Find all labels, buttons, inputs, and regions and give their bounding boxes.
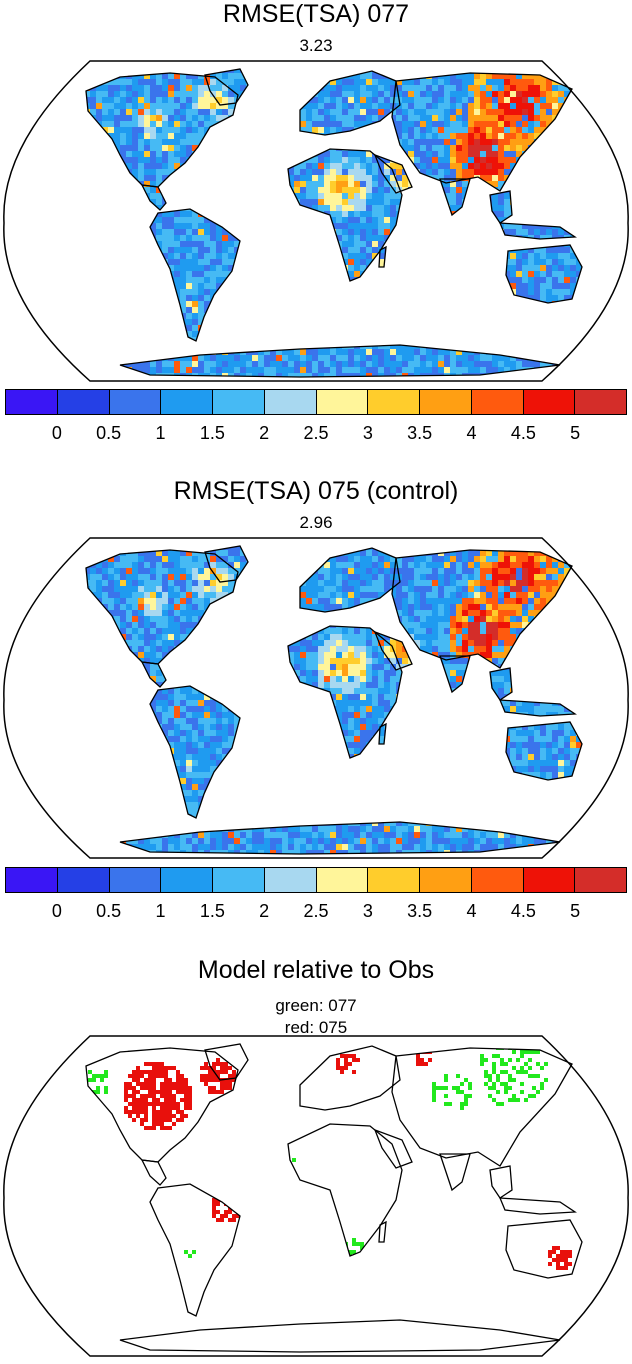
panel3-legend-red: red: 075 [284, 1018, 348, 1037]
map-rmse-077 [3, 60, 629, 382]
colorbar-swatch [368, 868, 420, 892]
colorbar-swatch [6, 868, 58, 892]
colorbar-swatch [420, 390, 472, 414]
colorbar-swatch [523, 868, 576, 892]
colorbar-tick-label: 2.5 [303, 901, 329, 921]
colorbar-swatch [161, 390, 213, 414]
colorbar-tick-label: 2 [259, 423, 270, 443]
colorbar-tick-label: 2.5 [303, 423, 329, 443]
colorbar-swatch [213, 868, 265, 892]
colorbar-tick-label: 3.5 [407, 423, 433, 443]
panel1-subtitle: 3.23 [299, 36, 333, 55]
colorbar-tick-label: 0 [51, 901, 62, 921]
colorbar-swatch [57, 390, 110, 414]
colorbar-swatch [316, 868, 369, 892]
colorbar-tick-label: 1 [155, 901, 166, 921]
colorbar-tick-label: 4.5 [510, 901, 536, 921]
panel3-legend-green: green: 077 [275, 996, 357, 1015]
colorbar-swatch [109, 868, 162, 892]
colorbar-swatch [575, 390, 626, 414]
colorbar-tick-label: 4 [466, 423, 477, 443]
colorbar-tick-label: 5 [570, 423, 581, 443]
colorbar-2-labels: 0 0.5 1 1.5 2 2.5 3 3.5 4 4.5 5 [5, 901, 627, 925]
colorbar-tick-label: 5 [570, 901, 581, 921]
colorbar-swatch [57, 868, 110, 892]
colorbar-swatch [213, 390, 265, 414]
colorbar-tick-label: 1.5 [199, 901, 225, 921]
colorbar-tick-label: 1.5 [199, 423, 225, 443]
colorbar-2 [5, 867, 627, 893]
colorbar-tick-label: 3.5 [407, 901, 433, 921]
colorbar-swatch [264, 390, 317, 414]
map-model-relative-to-obs [3, 1035, 629, 1357]
colorbar-tick-label: 1 [155, 423, 166, 443]
colorbar-swatch [316, 390, 369, 414]
colorbar-1 [5, 389, 627, 415]
colorbar-swatch [6, 390, 58, 414]
colorbar-swatch [575, 868, 626, 892]
colorbar-tick-label: 4 [466, 901, 477, 921]
colorbar-swatch [368, 390, 420, 414]
colorbar-swatch [161, 868, 213, 892]
panel3-title: Model relative to Obs [197, 956, 435, 984]
colorbar-swatch [264, 868, 317, 892]
colorbar-tick-label: 4.5 [510, 423, 536, 443]
colorbar-tick-label: 0.5 [96, 423, 122, 443]
panel2-title: RMSE(TSA) 075 (control) [173, 477, 459, 505]
panel2-subtitle: 2.96 [299, 513, 333, 532]
colorbar-swatch [420, 868, 472, 892]
colorbar-tick-label: 0 [51, 423, 62, 443]
colorbar-swatch [471, 390, 524, 414]
colorbar-tick-label: 0.5 [96, 901, 122, 921]
panel1-title: RMSE(TSA) 077 [222, 0, 410, 28]
colorbar-1-labels: 0 0.5 1 1.5 2 2.5 3 3.5 4 4.5 5 [5, 423, 627, 447]
map-rmse-075-control [3, 537, 629, 859]
colorbar-tick-label: 2 [259, 901, 270, 921]
colorbar-swatch [109, 390, 162, 414]
colorbar-swatch [523, 390, 576, 414]
colorbar-tick-label: 3 [362, 901, 373, 921]
colorbar-tick-label: 3 [362, 423, 373, 443]
colorbar-swatch [471, 868, 524, 892]
